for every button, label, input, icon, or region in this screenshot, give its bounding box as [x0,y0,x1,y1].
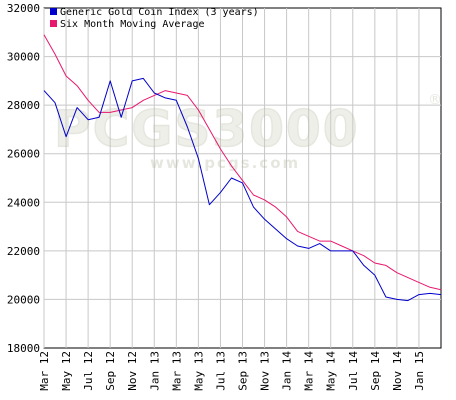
y-tick-label: 30000 [7,51,40,64]
x-tick-label: Jan 14 [281,351,294,391]
watermark: PCGS3000 ® www.pcgs.com [53,92,442,172]
x-tick-label: Jan 15 [413,351,426,391]
x-tick-label: May 14 [325,351,338,391]
x-tick-label: May 13 [192,351,205,391]
legend-label: Six Month Moving Average [60,19,205,30]
grid [43,8,441,348]
x-tick-label: Jul 12 [82,351,95,391]
watermark-registered-mark: ® [428,92,442,108]
x-tick-label: May 12 [60,351,73,391]
x-tick-label: Nov 14 [391,351,404,391]
y-tick-label: 18000 [7,342,40,355]
series-line-0 [43,77,442,302]
axes: 18000 20000 22000 24000 26000 28000 30000 32000… [7,2,426,391]
legend-label: Generic Gold Coin Index (3 years) [60,7,259,18]
x-tick-label: Sep 12 [104,351,117,391]
watermark-url: www.pcgs.com [150,154,300,172]
y-tick-label: 28000 [7,99,40,112]
y-tick-label: 26000 [7,148,40,161]
x-tick-label: Nov 13 [259,351,272,391]
series-line-1 [43,34,442,291]
y-tick-label: 20000 [7,293,40,306]
x-tick-label: Jul 14 [347,351,360,391]
legend: Generic Gold Coin Index (3 years)Six Mon… [50,7,259,30]
x-tick-label: Nov 12 [126,351,139,391]
x-tick-label: Sep 13 [237,351,250,391]
x-tick-label: Jul 13 [214,351,227,391]
x-tick-label: Mar 13 [170,351,183,391]
y-tick-label: 32000 [7,2,40,15]
y-tick-label: 24000 [7,196,40,209]
x-tick-label: Jan 13 [148,351,161,391]
x-tick-label: Mar 12 [38,351,51,391]
series-layer [43,34,442,302]
x-tick-label: Sep 14 [369,351,382,391]
legend-swatch [50,20,57,27]
legend-swatch [50,8,57,15]
y-tick-label: 22000 [7,245,40,258]
watermark-logo: PCGS3000 [54,100,360,158]
x-tick-label: Mar 14 [303,351,316,391]
